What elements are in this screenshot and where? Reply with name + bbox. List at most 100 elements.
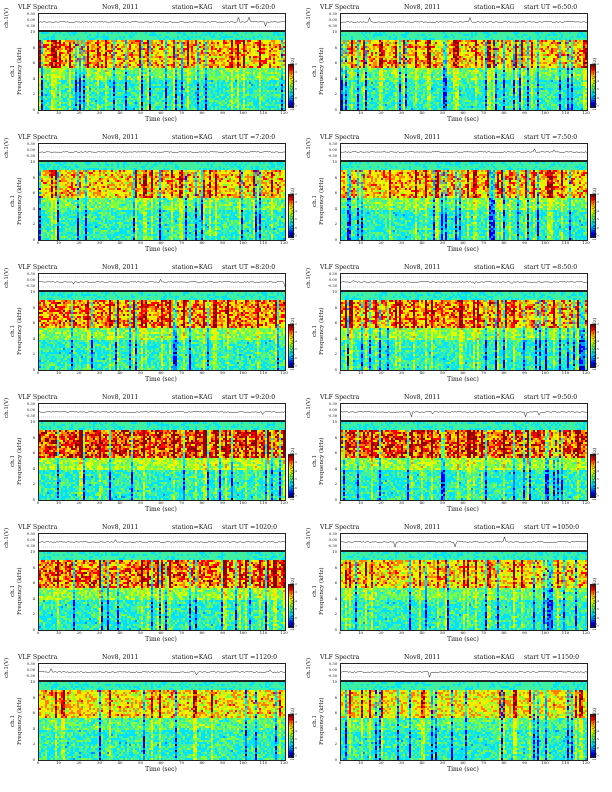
spectrogram-cell (263, 60, 266, 63)
spectrogram-cell (233, 58, 236, 61)
spectrogram-cell (265, 78, 268, 81)
spectrogram-cell (81, 86, 84, 89)
timeseries-tick-label: 0.00 (27, 18, 35, 22)
spectrogram-cell (193, 76, 196, 79)
spectrogram-cell (107, 50, 110, 53)
spectrogram-cell (213, 96, 216, 99)
spectrogram-cell (155, 100, 158, 103)
spectrogram-cell (87, 46, 90, 49)
spectrogram-cell (137, 60, 140, 63)
spectrogram-ylabel-channel: ch.1 (312, 46, 319, 96)
spectrogram-cell (261, 108, 264, 110)
spectrogram-cell (227, 42, 230, 45)
spectrogram-cell (197, 54, 200, 57)
spectrogram-cell (227, 64, 230, 67)
spectrogram-cell (179, 46, 182, 49)
spectrogram-cell (261, 94, 264, 97)
spectrogram-cell (197, 58, 200, 61)
spectrogram-cell (67, 102, 70, 105)
spectrogram-cell (101, 90, 104, 93)
spectrogram-cell (47, 80, 50, 83)
spectrogram-cell (147, 50, 150, 53)
spectrogram-cell (251, 108, 254, 110)
spectrogram-cell (207, 72, 210, 75)
spectrogram-cell (183, 34, 186, 37)
spectrogram-cell (107, 68, 110, 71)
spectrogram-cell (243, 66, 246, 69)
spectrogram-cell (57, 82, 60, 85)
spectrogram-cell (111, 50, 114, 53)
spectrogram-cell (183, 76, 186, 79)
spectrogram-cell (203, 88, 206, 91)
spectrogram-cell (127, 90, 130, 93)
spectrogram-cell (197, 68, 200, 71)
spectrogram-cell (131, 104, 134, 107)
spectrogram-cell (179, 56, 182, 59)
spectrogram-cell (259, 78, 262, 81)
spectrogram-cell (161, 78, 164, 81)
spectrogram-cell (233, 100, 236, 103)
spectrogram-cell (173, 90, 176, 93)
spectrogram-cell (123, 100, 126, 103)
spectrogram-cell (265, 70, 268, 73)
spectrogram-cell (261, 48, 264, 51)
spectrogram-cell (69, 98, 72, 101)
spectrogram-cell (63, 60, 66, 63)
spectrogram-cell (185, 70, 188, 73)
spectrogram-cell (119, 106, 122, 109)
spectrogram-cell (157, 88, 160, 91)
spectrogram-cell (123, 104, 126, 107)
spectrogram-cell (121, 74, 124, 77)
spectrogram-cell (263, 82, 266, 85)
spectrogram-cell (257, 54, 260, 57)
spectrogram-cell (101, 108, 104, 110)
spectrogram-cell (99, 46, 102, 49)
spectrogram-cell (209, 82, 212, 85)
spectrogram-cell (141, 68, 144, 71)
spectrogram-cell (341, 86, 344, 89)
spectrogram-cell (69, 60, 72, 63)
spectrogram-cell (151, 76, 154, 79)
spectrogram-cell (153, 72, 156, 75)
spectrogram-cell (271, 74, 274, 77)
spectrogram-cell (209, 78, 212, 81)
spectrogram-cell (283, 88, 285, 91)
spectrogram-cell (257, 42, 260, 45)
spectrogram-cell (59, 64, 62, 67)
spectrogram-cell (185, 72, 188, 75)
spectrogram-cell (213, 40, 216, 43)
spectrogram-cell (273, 86, 276, 89)
spectrogram-cell (55, 32, 58, 35)
spectrogram-cell (175, 50, 178, 53)
spectrogram-cell (191, 68, 194, 71)
spectrogram-cell (45, 40, 48, 43)
spectrogram-cell (149, 74, 152, 77)
spectrogram-cell (187, 70, 190, 73)
spectrogram-cell (69, 40, 72, 43)
spectrogram-cell (125, 74, 128, 77)
spectrogram-cell (41, 52, 44, 55)
spectrogram-cell (261, 102, 264, 105)
spectrogram-cell (135, 106, 138, 109)
spectrogram-cell (225, 90, 228, 93)
spectrogram-cell (165, 60, 168, 63)
spectrogram-cell (343, 108, 346, 110)
spectrogram-cell (341, 76, 344, 79)
spectrogram-cell (181, 62, 184, 65)
spectrogram-cell (261, 66, 264, 69)
spectrogram-cell (145, 88, 148, 91)
spectrogram-cell (255, 34, 258, 37)
spectrogram-cell (185, 44, 188, 47)
spectrogram-cell (49, 50, 52, 53)
spectrogram-cell (267, 108, 270, 110)
spectrogram-cell (99, 78, 102, 81)
spectrogram-cell (213, 36, 216, 39)
spectrogram-cell (57, 76, 60, 79)
spectrogram-cell (155, 76, 158, 79)
spectrogram-cell (105, 46, 108, 49)
spectrogram-cell (211, 106, 214, 109)
spectrogram-cell (73, 70, 76, 73)
spectrogram-cell (199, 40, 202, 43)
spectrogram-cell (283, 78, 285, 81)
spectrogram-cell (41, 32, 44, 35)
